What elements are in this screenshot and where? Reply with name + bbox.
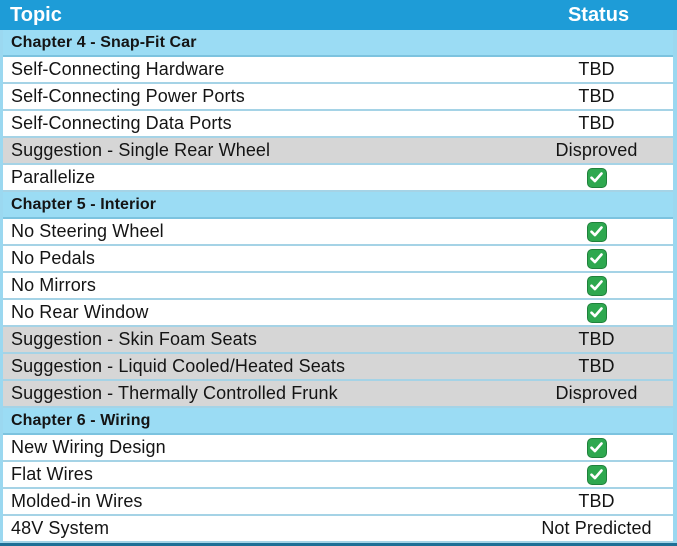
check-icon (586, 437, 607, 458)
table-body: Chapter 4 - Snap-Fit Car Self-Connecting … (0, 30, 677, 543)
topic-cell: Suggestion - Single Rear Wheel (11, 140, 271, 160)
table-header: Topic Status (0, 0, 677, 30)
table-row: Molded-in Wires TBD (3, 489, 673, 516)
topic-cell: 48V System (11, 518, 110, 538)
table-row: 48V System Not Predicted (3, 516, 673, 543)
topic-cell: Chapter 6 - Wiring (11, 411, 151, 429)
topic-cell: Self-Connecting Power Ports (11, 86, 245, 106)
topic-cell: No Pedals (11, 248, 95, 268)
topic-cell: Suggestion - Skin Foam Seats (11, 329, 257, 349)
status-cell (520, 464, 673, 485)
table-row: Suggestion - Thermally Controlled Frunk D… (3, 381, 673, 408)
table-row: Flat Wires (3, 462, 673, 489)
table-row: Self-Connecting Hardware TBD (3, 57, 673, 84)
status-cell (520, 275, 673, 296)
status-cell: TBD (578, 113, 615, 133)
check-icon (586, 275, 607, 296)
table-row: Suggestion - Skin Foam Seats TBD (3, 327, 673, 354)
status-cell: TBD (578, 356, 615, 376)
status-cell (520, 221, 673, 242)
status-cell (520, 437, 673, 458)
status-cell (520, 248, 673, 269)
status-cell (520, 302, 673, 323)
check-icon (586, 167, 607, 188)
status-cell: Disproved (555, 140, 638, 160)
topic-cell: Suggestion - Thermally Controlled Frunk (11, 383, 338, 403)
table-row: No Pedals (3, 246, 673, 273)
table-row: Suggestion - Single Rear Wheel Disproved (3, 138, 673, 165)
status-column-header: Status (567, 3, 630, 26)
check-icon (586, 302, 607, 323)
topic-cell: Suggestion - Liquid Cooled/Heated Seats (11, 356, 346, 376)
status-cell: Not Predicted (541, 518, 652, 538)
table-row: No Rear Window (3, 300, 673, 327)
chapter-row: Chapter 6 - Wiring (3, 408, 673, 435)
topic-cell: Parallelize (11, 167, 96, 187)
check-icon (586, 221, 607, 242)
status-cell: TBD (578, 59, 615, 79)
table-row: No Mirrors (3, 273, 673, 300)
topic-cell: Chapter 4 - Snap-Fit Car (11, 33, 197, 51)
topic-cell: Flat Wires (11, 464, 93, 484)
status-cell: TBD (578, 86, 615, 106)
topic-cell: No Mirrors (11, 275, 96, 295)
table-row: No Steering Wheel (3, 219, 673, 246)
topic-cell: Self-Connecting Hardware (11, 59, 225, 79)
status-cell: TBD (578, 491, 615, 511)
topic-cell: Molded-in Wires (11, 491, 143, 511)
table-row: Self-Connecting Power Ports TBD (3, 84, 673, 111)
topic-cell: New Wiring Design (11, 437, 166, 457)
status-cell: TBD (578, 329, 615, 349)
topic-cell: No Rear Window (11, 302, 149, 322)
topic-cell: Self-Connecting Data Ports (11, 113, 232, 133)
chapter-row: Chapter 4 - Snap-Fit Car (3, 30, 673, 57)
table-row: Self-Connecting Data Ports TBD (3, 111, 673, 138)
status-cell (520, 167, 673, 188)
table-row: Parallelize (3, 165, 673, 192)
topic-cell: No Steering Wheel (11, 221, 164, 241)
topic-cell: Chapter 5 - Interior (11, 195, 157, 213)
table-row: New Wiring Design (3, 435, 673, 462)
status-cell: Disproved (555, 383, 638, 403)
chapter-row: Chapter 5 - Interior (3, 192, 673, 219)
check-icon (586, 248, 607, 269)
topic-column-header: Topic (10, 3, 62, 26)
table-row: Suggestion - Liquid Cooled/Heated Seats T… (3, 354, 673, 381)
check-icon (586, 464, 607, 485)
